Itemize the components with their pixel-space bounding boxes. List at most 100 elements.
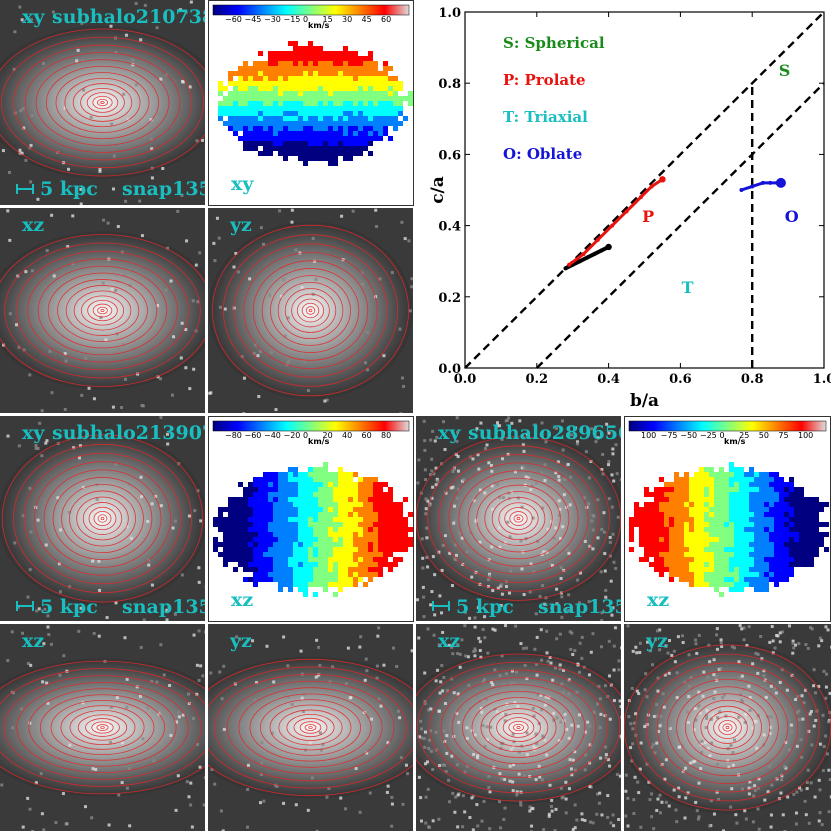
colorbar bbox=[628, 420, 827, 432]
data-point bbox=[577, 259, 582, 264]
colorbar-unit: km/s bbox=[308, 21, 330, 30]
density-image bbox=[208, 624, 413, 831]
colorbar-tick-label: −15 bbox=[283, 15, 301, 24]
colorbar-tick-label: −25 bbox=[699, 431, 717, 440]
colorbar-tick-label: −40 bbox=[264, 431, 281, 440]
colorbar-tick-label: −30 bbox=[264, 15, 281, 24]
subhalo-name: subhalo289656 bbox=[468, 422, 621, 444]
colorbar bbox=[212, 420, 410, 432]
data-point bbox=[638, 195, 643, 200]
colorbar-tick-label: −60 bbox=[225, 15, 242, 24]
colorbar-tick-label: 40 bbox=[342, 431, 353, 440]
y-tick-label: 0.6 bbox=[438, 148, 461, 163]
colorbar-tick-label: −50 bbox=[680, 431, 698, 440]
subhalo-name: subhalo210738 bbox=[52, 6, 205, 28]
y-tick-label: 0.0 bbox=[438, 362, 461, 377]
panel-label: xz bbox=[22, 630, 45, 652]
divider-line bbox=[464, 11, 825, 369]
colorbar-tick-label: 0 bbox=[719, 431, 725, 440]
data-point bbox=[592, 252, 597, 257]
scale-label: 5 kpc bbox=[40, 178, 98, 200]
colorbar-tick-label: 45 bbox=[361, 15, 372, 24]
colorbar-tick-label: 0 bbox=[303, 431, 309, 440]
galaxy1-yz-density-map: yz bbox=[208, 208, 413, 413]
scale-bar bbox=[16, 184, 34, 194]
data-point bbox=[649, 184, 654, 189]
colorbar-tick-label: −45 bbox=[244, 15, 262, 24]
scale-bar bbox=[432, 601, 450, 611]
colorbar-tick-label: −20 bbox=[283, 431, 301, 440]
galaxy3-xy-density-map: xy subhalo289656 5 kpc snap135 bbox=[416, 416, 621, 621]
density-image bbox=[624, 624, 831, 831]
x-tick-label: 0.4 bbox=[597, 372, 620, 387]
colorbar-tick-label: 100 bbox=[641, 431, 657, 440]
legend-entry: P: Prolate bbox=[503, 71, 586, 89]
data-point bbox=[739, 188, 744, 192]
galaxy1-velocity-map: km/s xy −60 −45 −30 −15 0 15 30 45 60 bbox=[208, 0, 414, 206]
data-point bbox=[750, 184, 755, 189]
velocity-image bbox=[212, 4, 413, 166]
colorbar-tick-label: 0 bbox=[303, 15, 309, 24]
legend-entry: S: Spherical bbox=[503, 34, 605, 52]
data-point bbox=[624, 209, 629, 214]
density-image bbox=[0, 0, 205, 205]
panel-label: yz bbox=[230, 214, 252, 236]
snap-label: snap135 bbox=[122, 596, 205, 618]
data-point bbox=[585, 255, 590, 260]
colorbar-tick-label: 30 bbox=[342, 15, 353, 24]
velocity-panel-label: xz bbox=[647, 589, 670, 611]
colorbar-tick-label: 60 bbox=[361, 431, 372, 440]
series-subhalo213907 bbox=[567, 176, 666, 267]
data-point bbox=[581, 252, 586, 257]
panel-label: xz bbox=[22, 214, 45, 236]
x-tick-label: 0.6 bbox=[669, 372, 692, 387]
colorbar-unit: km/s bbox=[308, 437, 330, 446]
data-point bbox=[775, 177, 786, 188]
x-tick-label: 1.0 bbox=[813, 372, 831, 387]
data-point bbox=[659, 176, 666, 183]
density-image bbox=[416, 416, 621, 621]
colorbar-tick-label: 75 bbox=[778, 431, 789, 440]
y-axis-label: c/a bbox=[428, 176, 448, 204]
galaxy3-yz-density-map: yz bbox=[624, 624, 831, 831]
data-point bbox=[610, 223, 615, 228]
colorbar-tick-label: 50 bbox=[758, 431, 769, 440]
galaxy3-xz-density-map: xz bbox=[416, 624, 621, 831]
series-subhalo210738 bbox=[563, 243, 612, 271]
data-point bbox=[567, 262, 572, 267]
y-tick-label: 0.2 bbox=[438, 291, 461, 306]
velocity-panel-label: xz bbox=[231, 589, 254, 611]
series-subhalo289656 bbox=[739, 177, 786, 192]
galaxy1-xz-density-map: xz bbox=[0, 208, 205, 413]
data-point bbox=[595, 237, 600, 242]
colorbar-tick-label: 15 bbox=[322, 15, 333, 24]
galaxy2-xy-density-map: xy subhalo213907 5 kpc snap135 bbox=[0, 416, 205, 621]
colorbar-tick-label: −80 bbox=[225, 431, 242, 440]
panel-label: xy bbox=[22, 6, 45, 28]
data-point bbox=[760, 180, 765, 185]
data-point bbox=[768, 180, 773, 185]
galaxy3-velocity-map: km/s xz 100 −75 −50 −25 0 25 50 75 100 bbox=[624, 416, 831, 622]
density-image bbox=[0, 208, 205, 413]
region-label: S bbox=[779, 61, 791, 80]
snap-label: snap135 bbox=[538, 596, 621, 618]
legend-entry: O: Oblate bbox=[503, 145, 582, 163]
density-image bbox=[0, 624, 205, 831]
divider-line bbox=[535, 82, 825, 369]
colorbar-tick-label: 100 bbox=[798, 431, 814, 440]
colorbar bbox=[212, 4, 410, 16]
scale-label: 5 kpc bbox=[456, 596, 514, 618]
galaxy2-xz-density-map: xz bbox=[0, 624, 205, 831]
snap-label: snap135 bbox=[122, 178, 205, 200]
data-point bbox=[605, 243, 612, 251]
axis-ratio-chart: 0.0 0.2 0.4 0.6 0.8 1.0 0.0 0.2 0.4 0.6 0.8 1.0 b/a c… bbox=[428, 6, 831, 411]
colorbar-tick-label: −60 bbox=[244, 431, 262, 440]
density-image bbox=[0, 416, 205, 621]
panel-label: xy bbox=[22, 422, 45, 444]
x-axis-label: b/a bbox=[630, 391, 659, 411]
legend-entry: T: Triaxial bbox=[503, 108, 588, 126]
region-label: O bbox=[785, 207, 799, 226]
velocity-panel-label: xy bbox=[231, 173, 254, 195]
velocity-image bbox=[628, 420, 829, 597]
scale-label: 5 kpc bbox=[40, 596, 98, 618]
